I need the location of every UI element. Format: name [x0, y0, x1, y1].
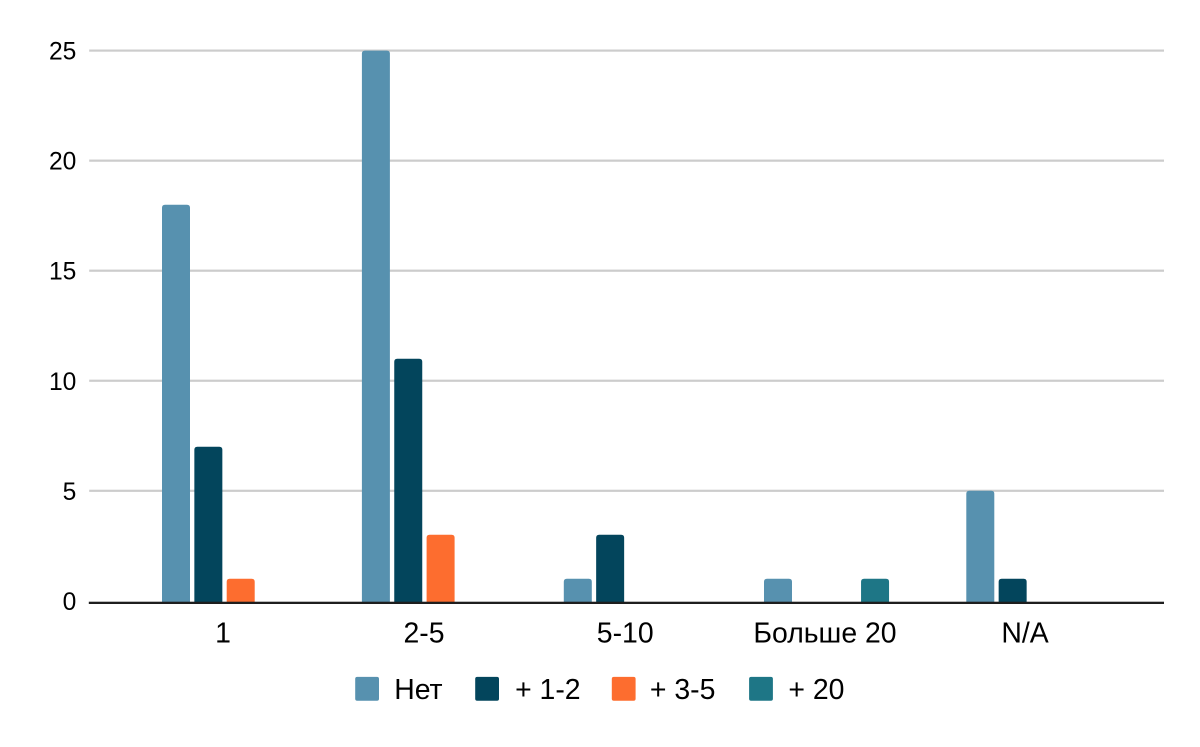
- svg-text:+ 20: + 20: [788, 674, 844, 706]
- svg-text:20: 20: [49, 149, 76, 176]
- svg-text:5: 5: [63, 479, 77, 506]
- svg-text:1: 1: [215, 617, 231, 649]
- svg-text:Нет: Нет: [394, 674, 442, 706]
- svg-text:5-10: 5-10: [597, 617, 654, 649]
- svg-text:N/A: N/A: [1001, 617, 1048, 649]
- svg-text:10: 10: [49, 369, 76, 396]
- svg-text:0: 0: [63, 589, 77, 616]
- svg-text:+ 1-2: + 1-2: [515, 674, 581, 706]
- svg-text:25: 25: [49, 39, 76, 66]
- svg-text:Больше 20: Больше 20: [753, 617, 896, 649]
- svg-text:15: 15: [49, 259, 76, 286]
- svg-text:2-5: 2-5: [403, 617, 444, 649]
- svg-text:+ 3-5: + 3-5: [650, 674, 716, 706]
